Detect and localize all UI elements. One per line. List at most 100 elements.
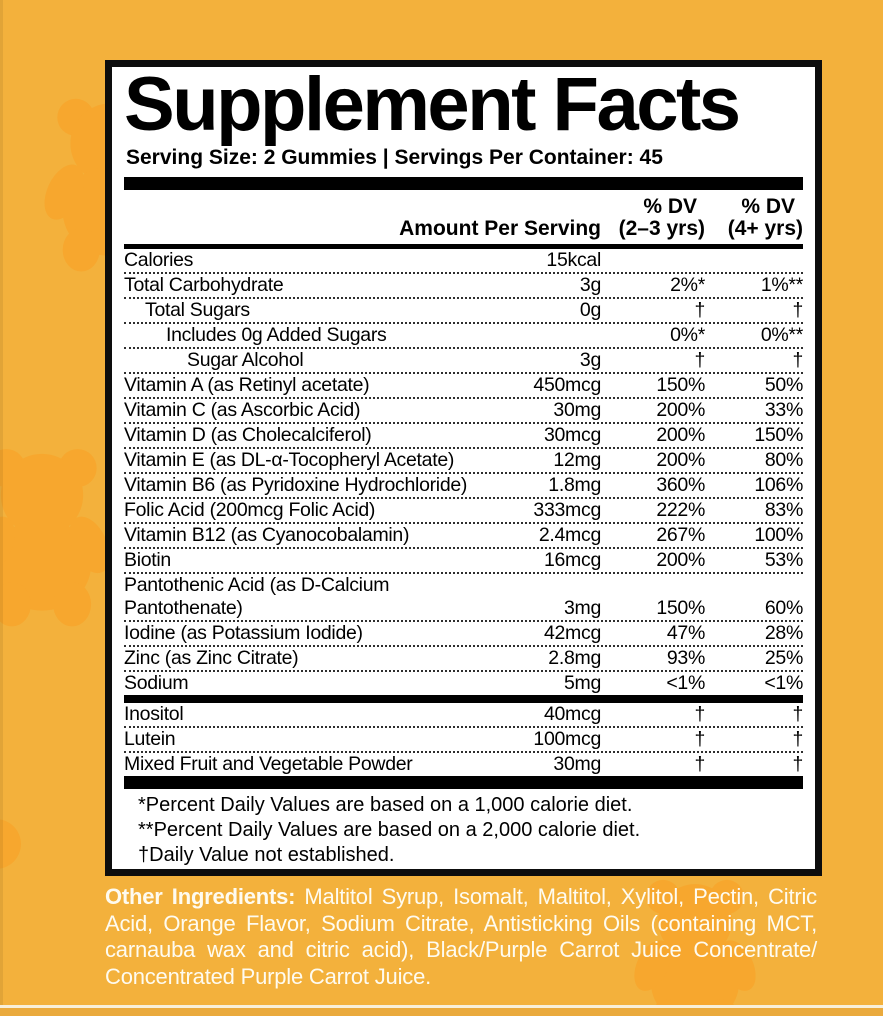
footnote: *Percent Daily Values are based on a 1,0… [138,794,633,816]
row-dv2: 53% [764,549,803,571]
row-dv2: 1%** [760,274,803,296]
row-dv2: 150% [754,424,803,446]
row-dv1: † [694,703,705,725]
row-dv1: <1% [666,672,705,694]
row-amount: 2.8mg [548,647,601,669]
table-row: Mixed Fruit and Vegetable Powder 30mg † † [124,753,803,776]
other-ingredients-label: Other Ingredients: [105,884,296,909]
row-dv2: 83% [764,499,803,521]
header-dv-4plus-yrs: % DV (4+ yrs) [705,196,803,240]
table-row: Includes 0g Added Sugars 0%* 0%** [124,324,803,349]
row-dv1: 47% [666,622,705,644]
row-name: Pantothenic Acid (as D-Calcium Pantothen… [124,574,390,619]
row-name: Zinc (as Zinc Citrate) [124,647,299,669]
table-row: Total Carbohydrate 3g 2%* 1%** [124,274,803,299]
table-row: Vitamin D (as Cholecalciferol) 30mcg 200% 1… [124,424,803,449]
row-dv2: † [792,703,803,725]
table-row: Vitamin B6 (as Pyridoxine Hydrochloride)… [124,474,803,499]
table-row: Vitamin E (as DL-α-Tocopheryl Acetate) 12… [124,449,803,474]
row-dv1: † [694,753,705,775]
gummy-bear-icon [0,819,21,869]
thick-divider [124,177,803,190]
row-amount: 42mcg [543,622,601,644]
thick-divider [124,776,803,789]
row-dv1: 150% [656,597,705,619]
row-dv2: 33% [764,399,803,421]
table-row: Biotin 16mcg 200% 53% [124,549,803,574]
row-name: Sodium [124,672,189,694]
row-name: Vitamin A (as Retinyl acetate) [124,374,370,396]
table-rows: Calories 15kcal Total Carbohydrate 3g 2%* 1%*… [124,249,803,776]
table-row: Vitamin A (as Retinyl acetate) 450mcg 150%… [124,374,803,399]
row-dv2: <1% [764,672,803,694]
row-amount: 30mg [553,753,601,775]
label-bottom-edge-light [0,1005,883,1008]
table-row: Vitamin B12 (as Cyanocobalamin) 2.4mcg 267… [124,524,803,549]
row-dv2: 0%** [760,324,803,346]
table-row: Pantothenic Acid (as D-Calcium Pantothen… [124,574,803,622]
row-name: Biotin [124,549,171,571]
row-dv2: † [792,753,803,775]
header-divider [124,244,803,249]
table-header: Amount Per Serving % DV (2–3 yrs) % DV (… [124,190,803,244]
table-row: Total Sugars 0g † † [124,299,803,324]
thick-divider [124,695,803,703]
row-dv1: 200% [656,549,705,571]
row-name: Sugar Alcohol [187,349,304,371]
row-amount: 333mcg [533,499,601,521]
row-amount: 30mcg [543,424,601,446]
row-amount: 450mcg [533,374,601,396]
row-amount: 3g [579,349,601,371]
row-name: Includes 0g Added Sugars [166,324,387,346]
serving-info: Serving Size: 2 Gummies | Servings Per C… [126,146,663,169]
row-dv2: 80% [764,449,803,471]
row-amount: 5mg [563,672,601,694]
row-name: Total Carbohydrate [124,274,284,296]
table-row: Sugar Alcohol 3g † † [124,349,803,374]
footnotes: *Percent Daily Values are based on a 1,0… [124,789,803,868]
row-dv1: 150% [656,374,705,396]
row-dv1: † [694,299,705,321]
row-name: Vitamin E (as DL-α-Tocopheryl Acetate) [124,449,455,471]
row-dv1: 0%* [670,324,705,346]
header-amount-per-serving: Amount Per Serving [399,217,601,240]
table-row: Zinc (as Zinc Citrate) 2.8mg 93% 25% [124,647,803,672]
row-dv1: 267% [656,524,705,546]
row-name: Iodine (as Potassium Iodide) [124,622,363,644]
table-row: Vitamin C (as Ascorbic Acid) 30mg 200% 33% [124,399,803,424]
row-amount: 100mcg [533,728,601,750]
supplement-facts-panel: Supplement Facts Serving Size: 2 Gummies… [105,60,822,876]
row-dv1: 200% [656,424,705,446]
table-row: Sodium 5mg <1% <1% [124,672,803,695]
row-dv2: 25% [764,647,803,669]
row-dv2: † [792,349,803,371]
row-dv1: † [694,728,705,750]
row-name: Inositol [124,703,184,725]
row-dv1: 2%* [670,274,705,296]
row-amount: 16mcg [543,549,601,571]
header-dv-label: % DV [643,195,697,218]
header-dv-2-3-yrs: % DV (2–3 yrs) [601,196,705,240]
row-amount: 0g [579,299,601,321]
label-bottom-edge-dark [0,1008,883,1016]
table-row: Lutein 100mcg † † [124,728,803,753]
row-amount: 3g [579,274,601,296]
row-dv1: 93% [666,647,705,669]
row-name: Calories [124,249,194,271]
gummy-bear-icon [0,449,110,627]
table-row: Folic Acid (200mcg Folic Acid) 333mcg 222%… [124,499,803,524]
row-dv2: 28% [764,622,803,644]
row-name: Vitamin D (as Cholecalciferol) [124,424,372,446]
row-dv1: 360% [656,474,705,496]
footnote: **Percent Daily Values are based on a 2,… [138,819,641,841]
row-dv1: † [694,349,705,371]
row-name: Total Sugars [145,299,250,321]
row-amount: 2.4mcg [538,524,601,546]
row-name: Vitamin B12 (as Cyanocobalamin) [124,524,410,546]
header-dv-age: (4+ yrs) [727,217,803,240]
row-amount: 30mg [553,399,601,421]
row-name: Mixed Fruit and Vegetable Powder [124,753,413,775]
row-amount: 3mg [563,597,601,619]
row-dv1: 200% [656,449,705,471]
